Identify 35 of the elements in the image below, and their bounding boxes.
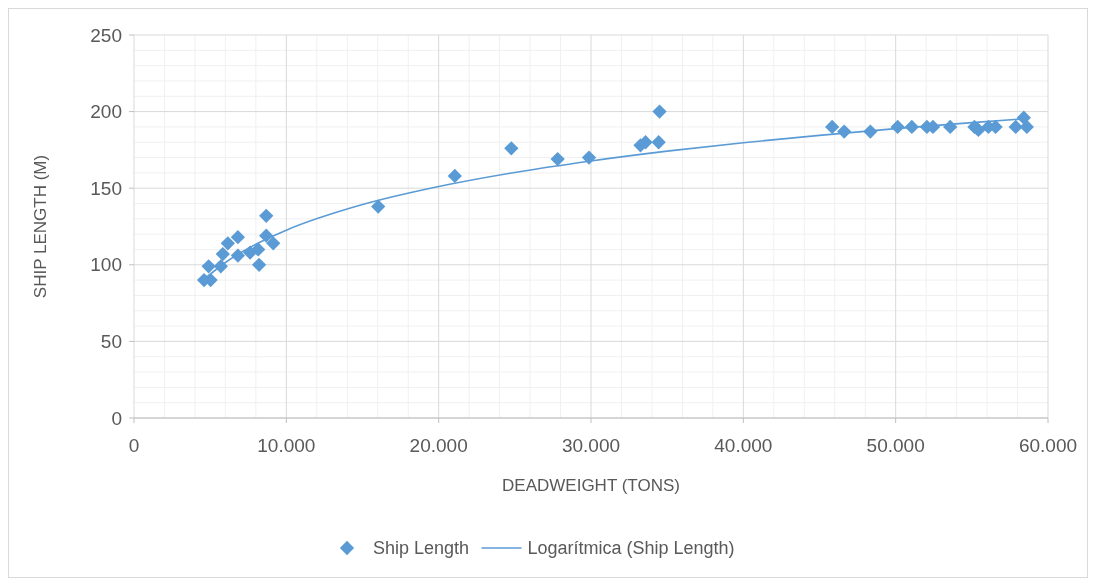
x-tick-label: 40.000 (714, 435, 773, 456)
x-tick-label: 0 (128, 435, 140, 456)
point (825, 119, 840, 135)
x-tick-label: 50.000 (866, 435, 925, 456)
y-axis-title: SHIP LENGTH (M) (31, 154, 50, 299)
y-tick-label: 250 (90, 24, 122, 46)
legend-label: Logarítmica (Ship Length) (527, 538, 735, 559)
x-tick-label: 10.000 (257, 435, 316, 456)
x-axis-title: DEADWEIGHT (TONS) (502, 476, 680, 495)
y-tick-label: 50 (100, 331, 122, 353)
x-tick-label: 60.000 (1018, 435, 1078, 456)
point (550, 151, 565, 167)
point (504, 141, 519, 156)
point (230, 230, 246, 245)
point (215, 246, 230, 262)
y-tick-label: 150 (90, 177, 122, 199)
point (259, 208, 274, 223)
point (371, 199, 386, 214)
legend-label: Ship Length (373, 538, 470, 559)
point (863, 124, 878, 139)
x-tick-label: 30.000 (561, 435, 621, 456)
point (266, 236, 281, 251)
y-tick-label: 0 (111, 407, 122, 429)
point (652, 104, 667, 119)
point (251, 242, 266, 257)
x-tick-label: 20.000 (409, 435, 468, 456)
point (1008, 119, 1023, 135)
point (447, 168, 462, 184)
point (220, 236, 235, 251)
point (651, 135, 666, 150)
point (251, 257, 267, 272)
y-tick-label: 100 (90, 254, 122, 276)
point (201, 259, 216, 274)
y-tick-label: 200 (90, 101, 122, 123)
point (1019, 119, 1034, 135)
